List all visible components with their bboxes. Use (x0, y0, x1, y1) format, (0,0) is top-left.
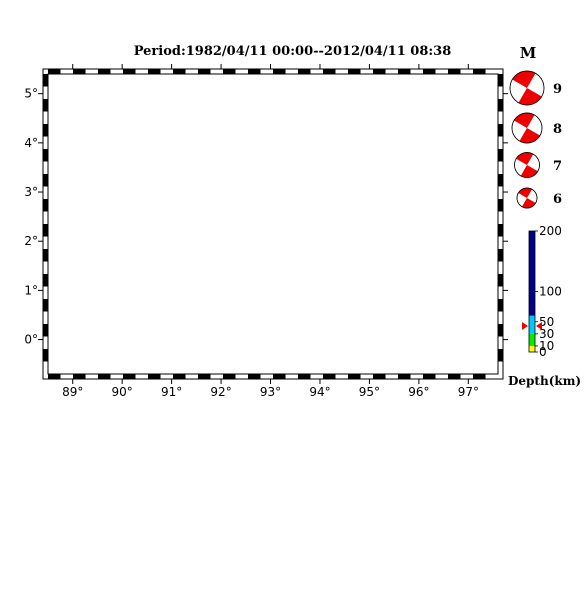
longitude-tick-label: 95° (359, 385, 380, 399)
latitude-tick-label: 2° (24, 234, 38, 248)
depth-tick-label: 30 (539, 327, 554, 341)
latitude-tick-label: 3° (24, 185, 38, 199)
legend-focal-mechanism (516, 187, 538, 209)
depth-tick-label: 50 (539, 315, 554, 329)
legend-focal-mechanism (511, 112, 543, 144)
longitude-tick-label: 91° (161, 385, 182, 399)
depth-scale-segment (529, 315, 535, 334)
magnitude-legend-label: 6 (553, 192, 562, 207)
magnitude-legend-label: 7 (553, 159, 562, 174)
longitude-tick-label: 93° (260, 385, 281, 399)
latitude-labels: 5° 4° 3° 2° 1° 0° (24, 87, 38, 347)
depth-tick-label: 100 (539, 285, 562, 299)
depth-tick-label: 200 (539, 224, 562, 238)
longitude-tick-label: 97° (458, 385, 479, 399)
depth-scale-segment (529, 345, 535, 352)
magnitude-legend-title: M (520, 44, 537, 62)
legend-focal-mechanism (514, 152, 540, 178)
latitude-tick-label: 1° (24, 283, 38, 297)
longitude-tick-label: 94° (309, 385, 330, 399)
latitude-tick-label: 5° (24, 87, 38, 101)
depth-tick-label: 0 (539, 345, 547, 359)
depth-scale-segment (529, 333, 535, 346)
page-title: Period:1982/04/11 00:00--2012/04/11 08:3… (133, 44, 452, 59)
magnitude-legend-label: 9 (553, 82, 562, 97)
longitude-tick-label: 90° (112, 385, 133, 399)
longitude-tick-label: 92° (210, 385, 231, 399)
magnitude-legend-label: 8 (553, 122, 562, 137)
legend-focal-mechanism (509, 70, 545, 106)
longitude-tick-label: 96° (408, 385, 429, 399)
depth-marker (522, 321, 528, 330)
magnitude-legend: 9 8 7 6 (509, 70, 562, 209)
longitude-labels: 89° 90° 91° 92° 93° 94° 95° 96° 97° (62, 385, 479, 399)
depth-scale-title: Depth(km) (508, 374, 581, 388)
depth-marker (536, 321, 542, 330)
longitude-tick-label: 89° (62, 385, 83, 399)
depth-scale-segment (529, 231, 535, 316)
depth-tick-label: 10 (539, 339, 554, 353)
map-frame (38, 64, 508, 384)
latitude-tick-label: 0° (24, 333, 38, 347)
latitude-tick-label: 4° (24, 136, 38, 150)
